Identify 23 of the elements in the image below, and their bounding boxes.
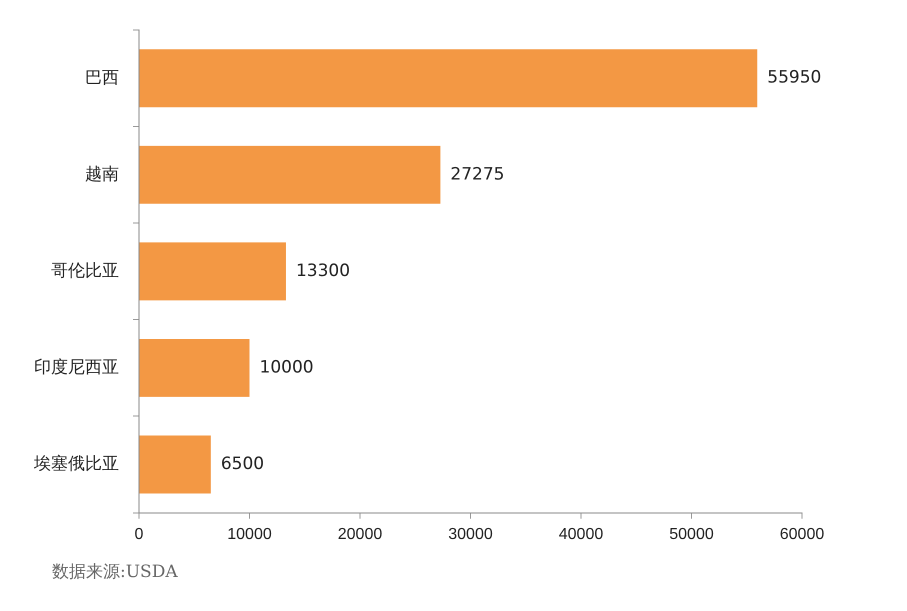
x-tick-label: 40000 (558, 526, 604, 543)
y-tick-label: 印度尼西亚 (34, 358, 119, 377)
bar (140, 242, 286, 300)
x-tick-label: 20000 (338, 526, 382, 543)
bar (140, 49, 758, 108)
data-label: 13300 (296, 260, 350, 281)
x-tick-label: 60000 (780, 526, 824, 543)
data-label: 6500 (220, 454, 264, 474)
data-label: 55950 (767, 68, 822, 88)
x-tick-label: 0 (134, 526, 144, 543)
y-tick-label: 巴西 (85, 68, 119, 87)
source-note: 数据来源:USDA (52, 561, 178, 583)
x-tick-label: 50000 (669, 526, 714, 543)
data-label: 27275 (450, 164, 504, 184)
y-tick-label: 越南 (85, 164, 119, 184)
x-tick-label: 30000 (448, 526, 493, 543)
bar (140, 338, 250, 397)
bar (140, 436, 211, 494)
x-tick-label: 10000 (227, 526, 272, 543)
bar (140, 146, 440, 204)
y-tick-label: 埃塞俄比亚 (33, 454, 119, 474)
data-label: 10000 (260, 357, 314, 378)
y-tick-label: 哥伦比亚 (51, 261, 119, 280)
